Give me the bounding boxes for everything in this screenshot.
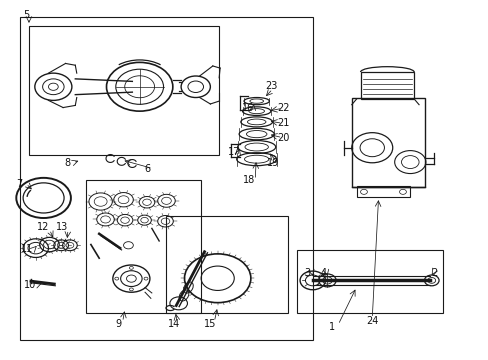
Text: 17: 17 <box>227 147 240 157</box>
Text: 11: 11 <box>21 244 34 254</box>
Text: 19: 19 <box>266 158 278 168</box>
Bar <box>29 26 219 155</box>
Text: 18: 18 <box>243 175 255 185</box>
Text: 4: 4 <box>320 267 326 278</box>
Bar <box>20 17 312 339</box>
Bar <box>86 180 200 313</box>
Text: 22: 22 <box>277 103 289 113</box>
Text: 23: 23 <box>265 81 277 91</box>
Bar <box>351 98 424 187</box>
Text: 5: 5 <box>23 10 29 20</box>
Bar <box>356 186 409 197</box>
Text: 16: 16 <box>242 103 254 113</box>
Bar <box>297 250 443 313</box>
Bar <box>166 216 288 313</box>
Text: 8: 8 <box>64 158 70 168</box>
Text: 20: 20 <box>277 133 289 143</box>
Text: 3: 3 <box>303 267 309 278</box>
Text: 12: 12 <box>38 222 50 232</box>
Text: 10: 10 <box>24 280 36 290</box>
Text: 1: 1 <box>328 322 335 332</box>
Text: 2: 2 <box>431 268 437 278</box>
Text: 14: 14 <box>168 319 180 329</box>
Text: 7: 7 <box>16 179 22 189</box>
Text: 6: 6 <box>143 163 150 174</box>
Text: 15: 15 <box>204 319 216 329</box>
Bar <box>360 72 413 99</box>
Text: 13: 13 <box>56 222 68 232</box>
Text: 24: 24 <box>366 316 378 325</box>
Text: 21: 21 <box>277 118 289 128</box>
Text: 9: 9 <box>115 319 122 329</box>
